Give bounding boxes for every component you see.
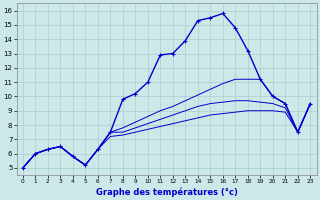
X-axis label: Graphe des températures (°c): Graphe des températures (°c) — [96, 187, 237, 197]
